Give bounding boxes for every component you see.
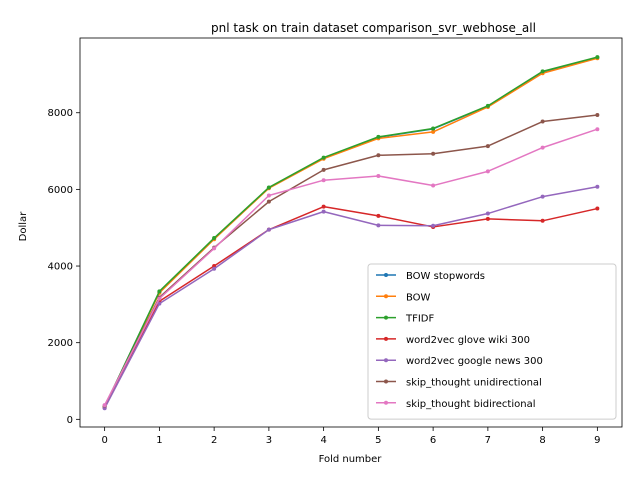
legend-box <box>367 263 617 420</box>
data-point <box>595 127 600 132</box>
data-point <box>431 126 436 131</box>
data-point <box>376 213 381 218</box>
series-line-2 <box>103 56 598 408</box>
legend-label: BOW <box>406 292 431 303</box>
legend: BOW stopwords BOW TFIDF word2vec glove wiki… <box>367 263 617 420</box>
data-point <box>595 113 600 118</box>
data-point <box>266 227 271 232</box>
x-tick-label: 3 <box>266 435 272 446</box>
data-point <box>431 223 436 228</box>
data-point <box>376 153 381 158</box>
data-point <box>321 209 326 214</box>
x-tick-label: 4 <box>320 435 326 446</box>
x-tick-label: 6 <box>430 435 436 446</box>
legend-marker <box>384 400 388 405</box>
plot-frame <box>79 37 623 428</box>
data-point <box>595 55 600 60</box>
data-point <box>157 296 162 301</box>
x-tick-label: 7 <box>485 435 491 446</box>
y-tick-label: 6000 <box>48 185 73 196</box>
data-point <box>102 403 107 408</box>
data-point <box>595 184 600 189</box>
data-point <box>212 266 217 271</box>
axes: 0 1 2 3 4 5 6 7 8 9 0 2000 4000 6000 8000 <box>48 37 623 446</box>
data-point <box>321 167 326 172</box>
y-tick-label: 4000 <box>48 262 73 273</box>
data-point <box>212 236 217 241</box>
legend-label: skip_thought unidirectional <box>406 378 542 389</box>
x-tick-label: 2 <box>211 435 217 446</box>
plot-lines <box>102 55 600 411</box>
data-point <box>266 185 271 190</box>
data-point <box>157 289 162 294</box>
data-point <box>321 155 326 160</box>
data-point <box>431 129 436 134</box>
legend-label: TFIDF <box>405 314 435 325</box>
series-line-3 <box>103 205 598 409</box>
data-point <box>266 193 271 198</box>
x-tick-label: 9 <box>594 435 600 446</box>
data-point <box>266 199 271 204</box>
legend-marker <box>384 336 388 341</box>
series-line-1 <box>103 57 598 408</box>
legend-label: BOW stopwords <box>406 271 485 282</box>
data-point <box>540 194 545 199</box>
series-line-4 <box>103 185 598 409</box>
x-tick-label: 1 <box>156 435 162 446</box>
data-point <box>595 206 600 211</box>
data-point <box>431 183 436 188</box>
legend-marker <box>384 273 388 277</box>
legend-marker <box>384 379 388 384</box>
data-point <box>157 301 162 306</box>
data-point <box>540 119 545 124</box>
data-point <box>376 173 381 178</box>
data-point <box>321 178 326 183</box>
data-point <box>485 103 490 108</box>
legend-label: word2vec glove wiki 300 <box>406 335 530 346</box>
legend-marker <box>384 358 388 363</box>
data-point <box>485 216 490 221</box>
data-point <box>540 69 545 74</box>
x-tick-label: 8 <box>539 435 545 446</box>
data-point <box>376 134 381 139</box>
x-axis-label: Fold number <box>319 454 383 465</box>
data-point <box>485 169 490 174</box>
y-axis-label: Dollar <box>18 211 29 242</box>
y-tick-label: 8000 <box>48 108 73 119</box>
x-tick-label: 0 <box>101 435 107 446</box>
data-point <box>540 218 545 223</box>
data-point <box>321 204 326 209</box>
chart-title: pnl task on train dataset comparison_svr… <box>211 21 536 35</box>
legend-label: word2vec google news 300 <box>406 356 543 367</box>
data-point <box>485 144 490 149</box>
legend-marker <box>384 315 388 320</box>
y-tick-label: 2000 <box>48 338 73 349</box>
series-line-6 <box>103 128 598 406</box>
x-tick-label: 5 <box>375 435 381 446</box>
data-point <box>485 211 490 216</box>
data-point <box>212 246 217 251</box>
legend-marker <box>384 294 388 299</box>
data-point <box>431 151 436 156</box>
legend-label: skip_thought bidirectional <box>406 399 535 410</box>
data-point <box>540 145 545 150</box>
y-tick-label: 0 <box>67 415 73 426</box>
data-point <box>376 223 381 228</box>
